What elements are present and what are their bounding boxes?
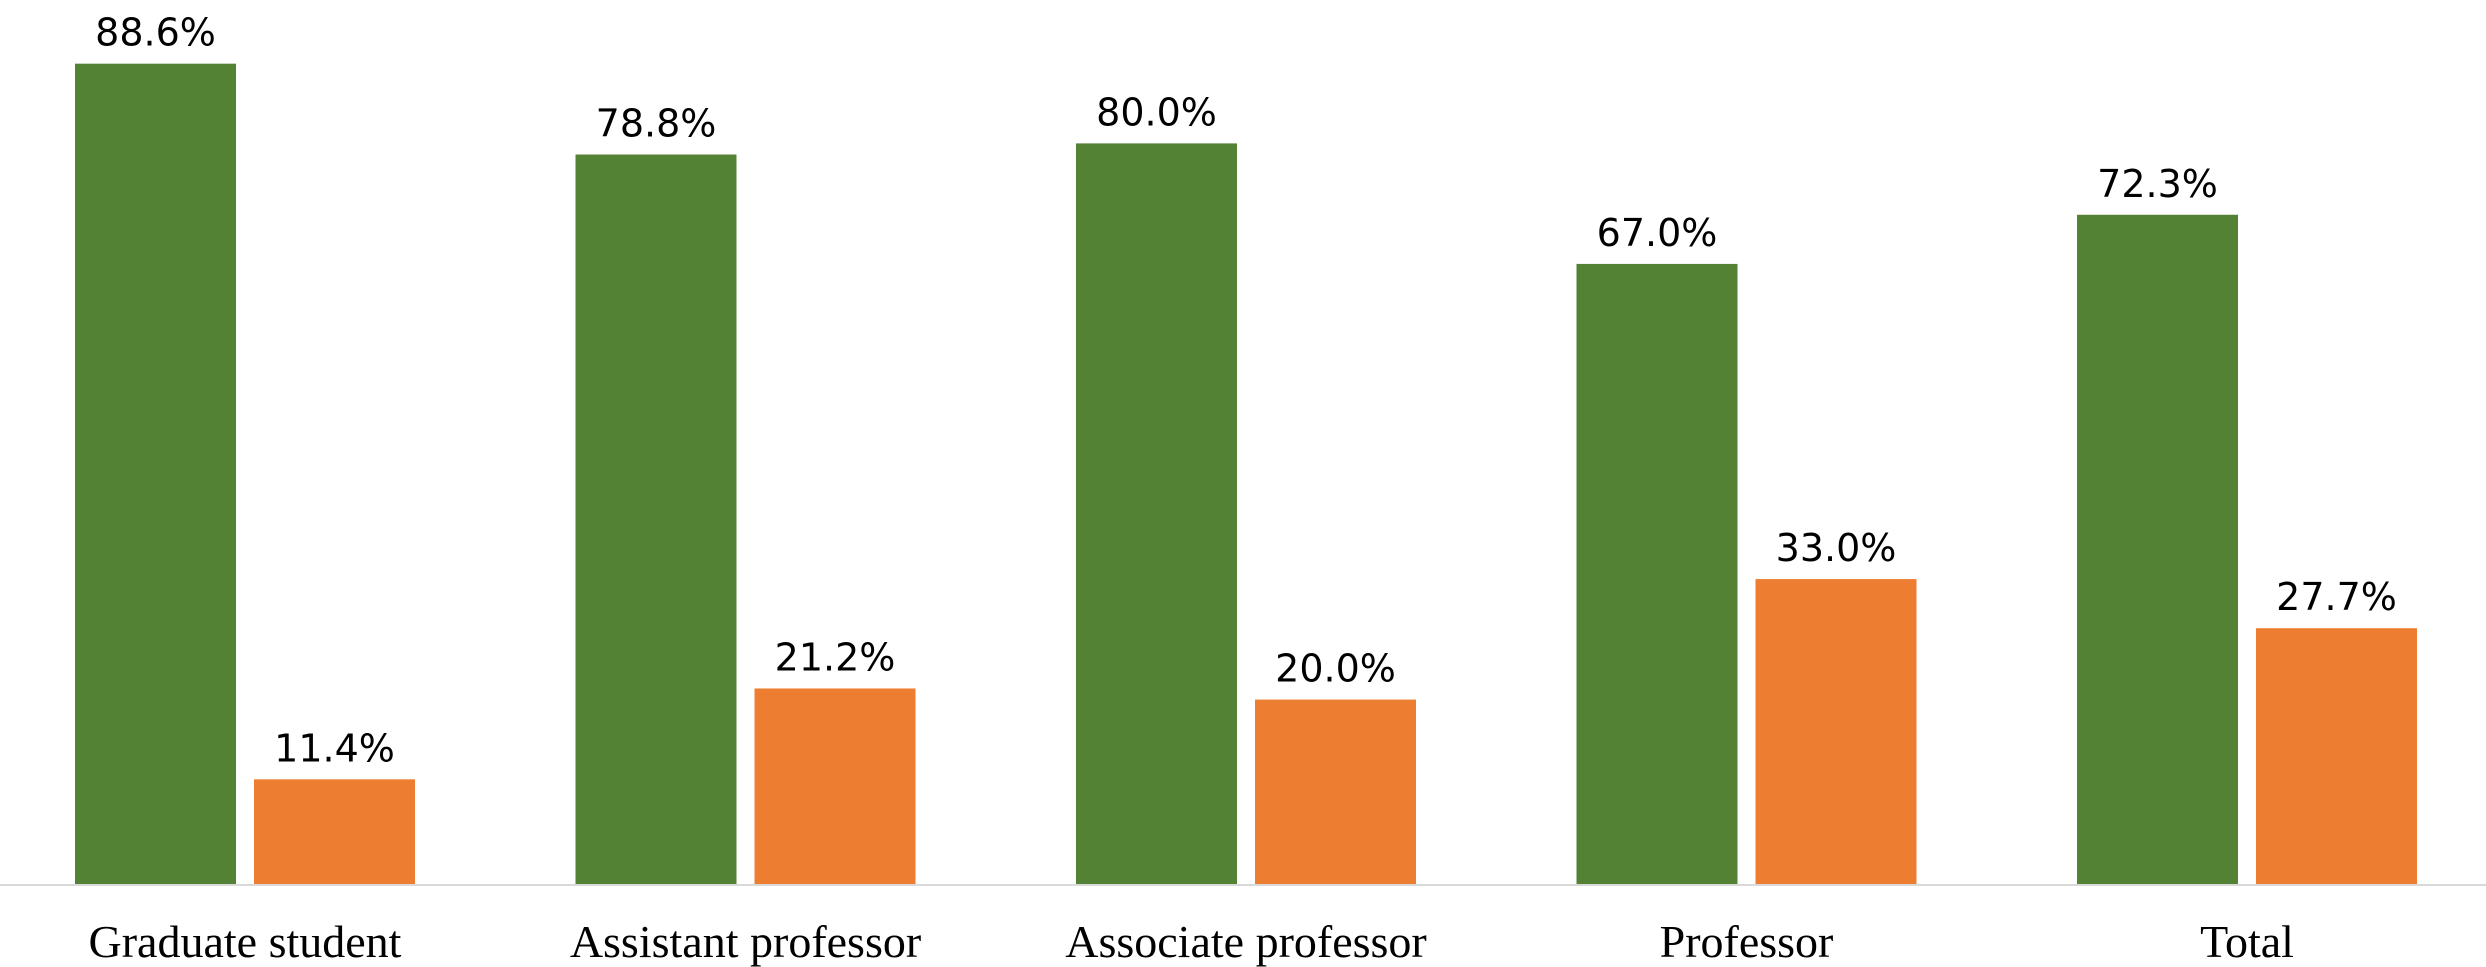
- data-labels-layer: 88.6% 11.4% 78.8% 21.2% 80.0% 20.0% 67.0% 33.0%…: [95, 11, 2397, 771]
- bars-layer: [75, 63, 2417, 886]
- data-label-series-2-3: 20.0%: [1275, 647, 1396, 691]
- data-label-series-1-5: 72.3%: [2097, 162, 2218, 206]
- category-label-4: Professor: [1660, 916, 1834, 967]
- data-label-series-2-2: 21.2%: [775, 635, 896, 679]
- data-label-series-2-1: 11.4%: [274, 726, 395, 770]
- data-label-series-1-3: 80.0%: [1096, 90, 1217, 134]
- bar-series-2-5: [2256, 628, 2417, 885]
- bar-series-2-1: [254, 779, 415, 885]
- bar-series-2-4: [1755, 579, 1917, 885]
- bar-series-2-2: [754, 688, 916, 885]
- data-label-series-1-4: 67.0%: [1597, 211, 1718, 255]
- bar-series-1-5: [2077, 214, 2238, 886]
- bar-series-2-3: [1255, 699, 1416, 885]
- category-label-5: Total: [2200, 916, 2294, 967]
- category-labels-layer: Graduate student Assistant professor Assoc…: [89, 916, 2294, 967]
- data-label-series-2-4: 33.0%: [1776, 526, 1897, 570]
- category-label-1: Graduate student: [89, 916, 402, 967]
- category-label-2: Assistant professor: [570, 916, 921, 967]
- category-label-3: Associate professor: [1065, 916, 1427, 967]
- bar-series-1-2: [575, 154, 737, 886]
- data-label-series-1-1: 88.6%: [95, 11, 216, 55]
- bar-series-1-3: [1076, 143, 1237, 885]
- data-label-series-2-5: 27.7%: [2276, 575, 2397, 619]
- bar-series-1-4: [1576, 263, 1738, 885]
- data-label-series-1-2: 78.8%: [596, 102, 717, 146]
- bar-series-1-1: [75, 63, 236, 886]
